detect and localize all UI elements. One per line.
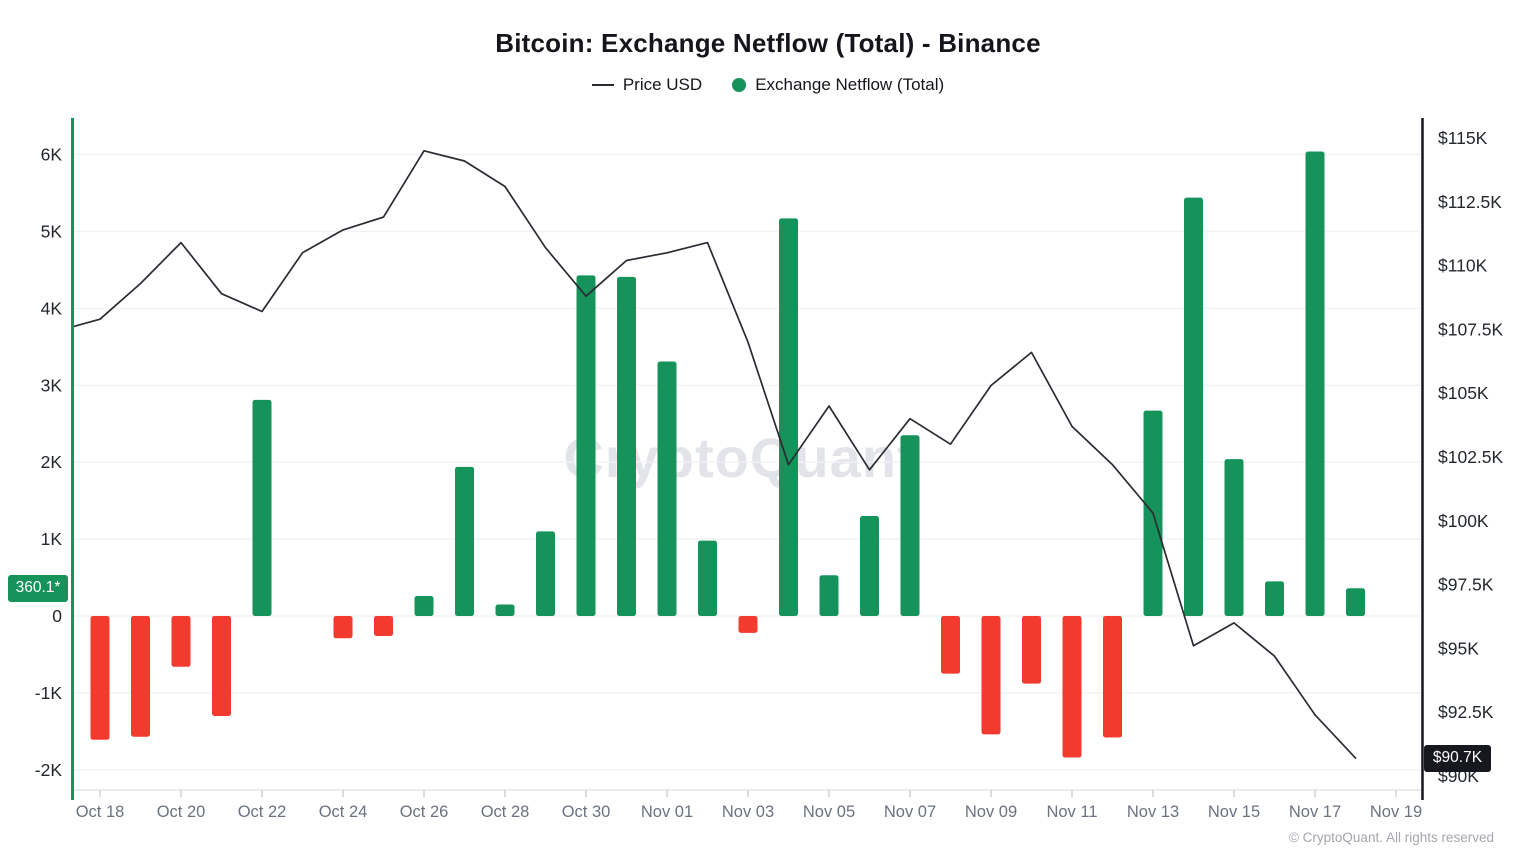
netflow-latest-badge: 360.1* xyxy=(8,574,68,602)
dot-swatch-icon xyxy=(732,78,747,92)
legend-price-label: Price USD xyxy=(622,75,703,94)
x-tick-label: Nov 11 xyxy=(1046,803,1097,821)
netflow-bar xyxy=(1265,581,1284,616)
netflow-bar xyxy=(698,540,717,616)
netflow-bar xyxy=(1305,151,1325,617)
netflow-bar xyxy=(981,616,1001,735)
netflow-bar xyxy=(131,616,150,737)
right-axis-tick-label: $95K xyxy=(1438,638,1479,658)
left-axis-tick-label: -2K xyxy=(35,760,63,780)
right-axis-tick-label: $115K xyxy=(1438,128,1488,148)
x-tick-label: Nov 03 xyxy=(722,803,774,821)
netflow-bar xyxy=(860,516,879,616)
netflow-bar xyxy=(374,616,393,636)
netflow-bar xyxy=(171,616,191,667)
x-tick-label: Oct 18 xyxy=(76,803,125,821)
page-title: Bitcoin: Exchange Netflow (Total) - Bina… xyxy=(495,28,1041,58)
x-tick-label: Nov 19 xyxy=(1370,803,1422,821)
netflow-bar xyxy=(779,218,798,616)
netflow-bar xyxy=(414,596,434,616)
x-tick-label: Oct 26 xyxy=(400,803,449,821)
legend-item-price: Price USD xyxy=(591,75,703,95)
netflow-bar xyxy=(536,531,555,616)
netflow-bar xyxy=(212,616,231,716)
price-latest-badge: $90.7K xyxy=(1424,744,1491,772)
x-tick-label: Nov 05 xyxy=(803,803,855,821)
netflow-bar xyxy=(738,616,758,633)
legend: Price USD Exchange Netflow (Total) xyxy=(0,75,1536,95)
left-axis-tick-label: 3K xyxy=(41,375,63,395)
netflow-bar xyxy=(1224,459,1244,616)
right-axis-tick-label: $92.5K xyxy=(1438,702,1494,722)
x-tick-label: Oct 28 xyxy=(481,803,530,821)
netflow-bar xyxy=(90,616,110,740)
line-swatch-icon xyxy=(591,84,614,86)
netflow-bar xyxy=(1103,616,1122,738)
left-axis-tick-label: 4K xyxy=(41,298,63,318)
price-line xyxy=(71,149,1357,759)
copyright-note: © CryptoQuant. All rights reserved xyxy=(1288,830,1494,845)
left-axis-tick-label: 6K xyxy=(41,145,63,165)
legend-netflow-label: Exchange Netflow (Total) xyxy=(755,75,945,94)
netflow-bar xyxy=(1184,197,1203,616)
netflow-bar xyxy=(333,616,353,639)
netflow-bar xyxy=(819,575,839,616)
x-tick-label: Nov 07 xyxy=(884,803,936,821)
x-tick-label: Oct 24 xyxy=(319,803,368,821)
netflow-bar xyxy=(657,361,677,616)
x-tick-label: Nov 17 xyxy=(1289,803,1341,821)
x-tick-label: Nov 13 xyxy=(1127,803,1179,821)
x-tick-label: Nov 15 xyxy=(1208,803,1260,821)
right-axis-tick-label: $100K xyxy=(1438,511,1489,531)
left-axis-tick-label: 5K xyxy=(41,222,63,242)
left-axis-tick-label: 0 xyxy=(52,606,62,626)
right-axis-tick-label: $112.5K xyxy=(1438,192,1502,212)
left-axis-tick-label: 2K xyxy=(41,452,63,472)
right-axis-tick-label: $105K xyxy=(1438,383,1489,403)
x-tick-label: Oct 22 xyxy=(238,803,287,821)
x-tick-label: Oct 20 xyxy=(157,803,206,821)
netflow-bar xyxy=(1022,616,1041,684)
netflow-bar xyxy=(900,435,920,616)
netflow-bar xyxy=(455,466,474,616)
right-axis-tick-label: $97.5K xyxy=(1438,575,1494,595)
x-tick-label: Oct 30 xyxy=(562,803,611,821)
netflow-bar xyxy=(941,616,960,674)
legend-item-netflow: Exchange Netflow (Total) xyxy=(732,75,944,95)
netflow-bar xyxy=(1062,616,1082,758)
netflow-bar xyxy=(252,399,272,616)
x-tick-label: Nov 01 xyxy=(641,803,693,821)
netflow-bar xyxy=(617,276,636,616)
netflow-bar xyxy=(576,275,596,616)
right-axis-tick-label: $107.5K xyxy=(1438,319,1504,339)
x-tick-label: Nov 09 xyxy=(965,803,1017,821)
right-axis-tick-label: $110K xyxy=(1438,256,1488,276)
netflow-bar xyxy=(495,604,515,616)
netflow-bar xyxy=(1346,588,1365,616)
right-axis-tick-label: $102.5K xyxy=(1438,447,1504,467)
left-axis-tick-label: -1K xyxy=(35,683,63,703)
left-axis-tick-label: 1K xyxy=(41,529,63,549)
